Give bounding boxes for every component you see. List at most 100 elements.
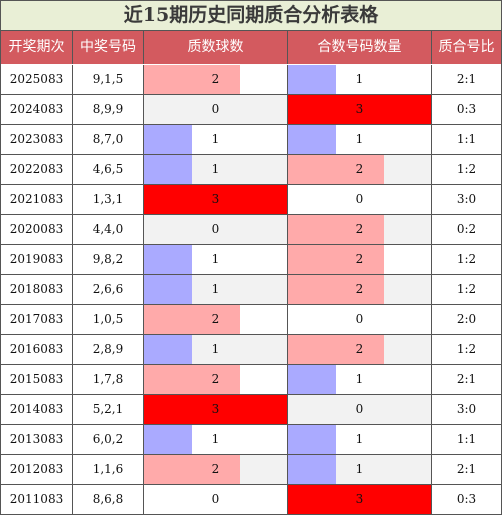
prime-count-cell-value: 1 <box>211 162 220 176</box>
composite-count-cell-value: 1 <box>355 132 364 146</box>
prime-count-cell-value: 2 <box>211 462 220 476</box>
table-row: 2012083 1,1,6 2 1 2:1 <box>1 455 501 485</box>
composite-count-cell: 0 <box>288 185 432 214</box>
prime-count-cell-value: 1 <box>211 432 220 446</box>
prime-count-cell-value: 2 <box>211 72 220 86</box>
composite-count-cell: 1 <box>288 455 432 484</box>
composite-count-cell-value: 2 <box>355 162 364 176</box>
ratio-cell: 0:3 <box>456 102 477 116</box>
count-bar <box>144 395 287 424</box>
count-bar <box>144 275 192 304</box>
composite-count-cell-value: 0 <box>355 312 364 326</box>
table-row: 2024083 8,9,9 0 3 0:3 <box>1 95 501 125</box>
composite-count-cell-value: 1 <box>355 432 364 446</box>
numbers-cell: 2,6,6 <box>73 275 144 304</box>
period-cell: 2012083 <box>1 455 73 484</box>
composite-count-cell-value: 2 <box>355 282 364 296</box>
prime-count-cell-value: 3 <box>211 402 220 416</box>
composite-count-cell-value: 3 <box>355 492 364 506</box>
count-bar <box>288 95 431 124</box>
numbers-cell: 8,6,8 <box>73 485 144 514</box>
prime-count-cell: 1 <box>144 155 288 184</box>
table-row: 2025083 9,1,5 2 1 2:1 <box>1 65 501 95</box>
count-bar <box>144 155 192 184</box>
period-cell: 2013083 <box>1 425 73 454</box>
header-prime-count: 质数球数 <box>144 31 288 64</box>
composite-count-cell: 3 <box>288 485 432 514</box>
numbers-cell: 4,6,5 <box>73 155 144 184</box>
numbers-cell: 5,2,1 <box>73 395 144 424</box>
ratio-cell: 2:1 <box>456 72 477 86</box>
ratio-cell: 3:0 <box>456 192 477 206</box>
composite-count-cell-value: 2 <box>355 252 364 266</box>
ratio-cell: 1:2 <box>456 162 477 176</box>
table-row: 2011083 8,6,8 0 3 0:3 <box>1 485 501 514</box>
count-bar <box>144 365 240 394</box>
ratio-cell: 2:0 <box>456 312 477 326</box>
prime-count-cell: 2 <box>144 65 288 94</box>
composite-count-cell: 2 <box>288 335 432 364</box>
count-bar <box>144 305 240 334</box>
count-bar <box>288 455 336 484</box>
prime-count-cell: 3 <box>144 395 288 424</box>
ratio-cell: 1:2 <box>456 342 477 356</box>
table-row: 2013083 6,0,2 1 1 1:1 <box>1 425 501 455</box>
table-header-row: 开奖期次 中奖号码 质数球数 合数号码数量 质合号比 <box>1 31 501 64</box>
count-bar <box>288 155 384 184</box>
table-row: 2021083 1,3,1 3 0 3:0 <box>1 185 501 215</box>
composite-count-cell: 2 <box>288 215 432 244</box>
numbers-cell: 1,3,1 <box>73 185 144 214</box>
period-cell: 2024083 <box>1 95 73 124</box>
ratio-cell: 1:1 <box>456 132 477 146</box>
count-bar <box>288 65 336 94</box>
count-bar <box>288 335 384 364</box>
numbers-cell: 1,7,8 <box>73 365 144 394</box>
count-bar <box>144 245 192 274</box>
prime-count-cell: 1 <box>144 335 288 364</box>
composite-count-cell-value: 2 <box>355 342 364 356</box>
prime-count-cell-value: 1 <box>211 132 220 146</box>
prime-count-cell-value: 0 <box>211 102 220 116</box>
prime-count-cell-value: 0 <box>211 492 220 506</box>
header-composite-count: 合数号码数量 <box>288 31 432 64</box>
period-cell: 2016083 <box>1 335 73 364</box>
ratio-cell: 1:2 <box>456 252 477 266</box>
composite-count-cell-value: 1 <box>355 372 364 386</box>
count-bar <box>144 65 240 94</box>
composite-count-cell: 2 <box>288 155 432 184</box>
ratio-cell: 3:0 <box>456 402 477 416</box>
prime-count-cell: 0 <box>144 485 288 514</box>
composite-count-cell-value: 0 <box>355 192 364 206</box>
composite-count-cell: 1 <box>288 125 432 154</box>
count-bar <box>288 275 384 304</box>
numbers-cell: 8,9,9 <box>73 95 144 124</box>
ratio-cell: 0:3 <box>456 492 477 506</box>
composite-count-cell: 1 <box>288 425 432 454</box>
numbers-cell: 6,0,2 <box>73 425 144 454</box>
period-cell: 2015083 <box>1 365 73 394</box>
count-bar <box>144 425 192 454</box>
table-row: 2014083 5,2,1 3 0 3:0 <box>1 395 501 425</box>
prime-count-cell-value: 1 <box>211 252 220 266</box>
prime-count-cell-value: 2 <box>211 312 220 326</box>
period-cell: 2022083 <box>1 155 73 184</box>
composite-count-cell-value: 0 <box>355 402 364 416</box>
count-bar <box>288 245 384 274</box>
count-bar <box>288 215 384 244</box>
count-bar <box>144 185 287 214</box>
numbers-cell: 9,1,5 <box>73 65 144 94</box>
period-cell: 2018083 <box>1 275 73 304</box>
composite-count-cell: 2 <box>288 275 432 304</box>
table-row: 2015083 1,7,8 2 1 2:1 <box>1 365 501 395</box>
count-bar <box>288 125 336 154</box>
ratio-cell: 1:1 <box>456 432 477 446</box>
composite-count-cell: 0 <box>288 395 432 424</box>
table-row: 2016083 2,8,9 1 2 1:2 <box>1 335 501 365</box>
composite-count-cell-value: 3 <box>355 102 364 116</box>
table-row: 2017083 1,0,5 2 0 2:0 <box>1 305 501 335</box>
prime-count-cell-value: 2 <box>211 372 220 386</box>
header-numbers: 中奖号码 <box>73 31 144 64</box>
period-cell: 2011083 <box>1 485 73 514</box>
numbers-cell: 8,7,0 <box>73 125 144 154</box>
